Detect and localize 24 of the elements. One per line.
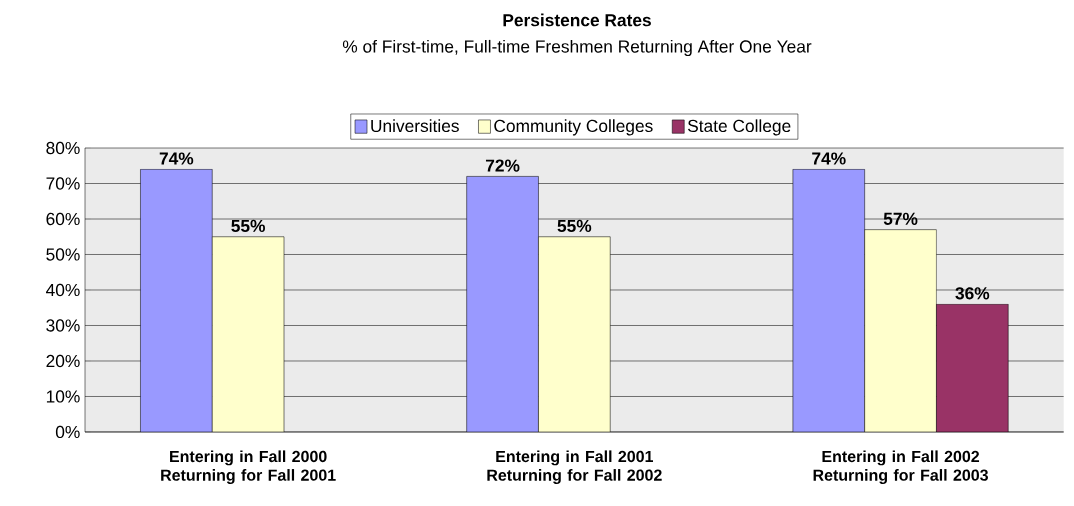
y-tick-label: 60% (46, 212, 80, 226)
y-tick-label: 40% (46, 283, 80, 297)
y-tick-label: 70% (46, 177, 80, 190)
legend-label: State College (687, 119, 791, 136)
x-tick-label: Entering in Fall 2002 Returning for Fall 2003 (813, 450, 988, 485)
legend-label: Universities (371, 119, 459, 133)
y-tick-label: 0% (55, 425, 80, 439)
data-label: 55% (557, 219, 592, 233)
x-tick-label: Entering in Fall 2000 Returning for Fall 2001 (161, 450, 336, 485)
data-label: 72% (485, 159, 520, 172)
data-label: 36% (955, 287, 990, 300)
y-tick-label: 20% (46, 354, 80, 368)
data-label: 55% (231, 219, 265, 233)
chart-title: Persistence Rates (503, 13, 651, 27)
y-tick-label: 50% (46, 248, 80, 261)
data-label: 57% (883, 212, 918, 225)
data-label: 74% (812, 152, 846, 165)
legend-label: Community Colleges (494, 119, 653, 136)
y-tick-label: 30% (46, 319, 80, 332)
chart-subtitle: % of First-time, Full-time Freshmen Returning After One Year (342, 39, 812, 57)
data-label: 74% (159, 152, 194, 165)
x-tick-label: Entering in Fall 2001 Returning for Fall 2002 (487, 450, 662, 485)
y-tick-label: 80% (46, 141, 80, 155)
y-tick-label: 10% (46, 390, 80, 403)
